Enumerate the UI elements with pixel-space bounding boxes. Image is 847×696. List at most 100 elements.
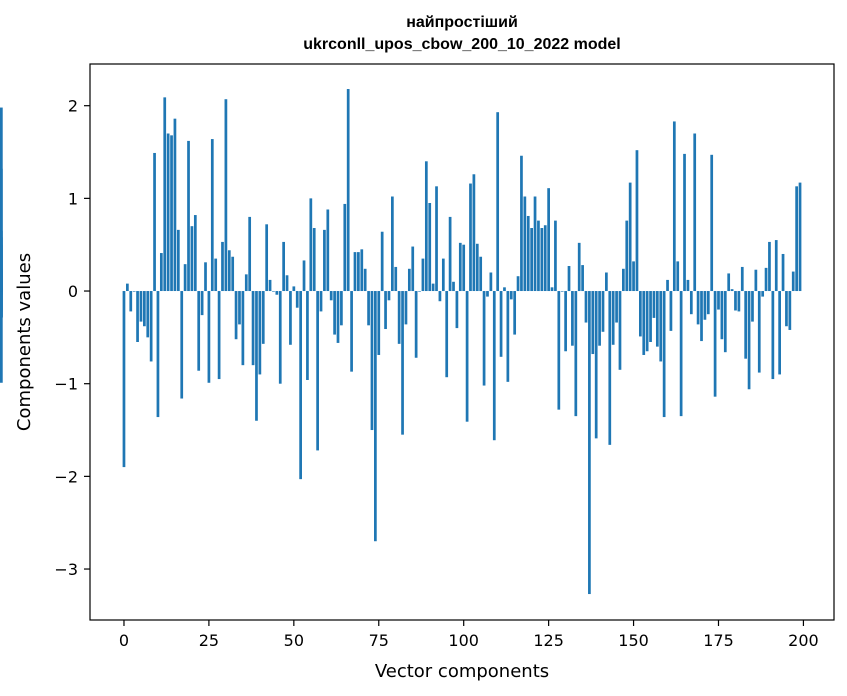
y-tick-label: 1 — [68, 189, 78, 208]
bar — [666, 279, 669, 292]
bar — [625, 220, 629, 292]
bar — [757, 291, 761, 373]
x-tick-label: 125 — [533, 631, 564, 650]
bar — [251, 291, 255, 366]
bar — [221, 241, 224, 292]
bar — [696, 291, 700, 325]
bar — [0, 291, 3, 383]
bar — [622, 268, 625, 292]
bar — [686, 279, 690, 292]
bar — [713, 291, 717, 397]
bar — [234, 291, 238, 340]
bar — [598, 291, 601, 346]
bar — [720, 291, 724, 340]
bar — [669, 291, 673, 331]
bar — [540, 228, 544, 292]
bar — [248, 216, 252, 292]
chart-title: найпростіший — [406, 14, 518, 31]
bar — [360, 249, 364, 292]
bar — [173, 118, 177, 292]
bar — [676, 261, 680, 292]
bar — [183, 264, 187, 292]
bar — [207, 291, 211, 383]
bar — [357, 252, 360, 292]
bar — [615, 291, 618, 323]
bar — [554, 220, 557, 292]
bar — [774, 240, 778, 292]
bar — [302, 260, 306, 292]
bar — [662, 291, 666, 418]
y-tick-label: 0 — [68, 282, 78, 301]
bar — [486, 291, 489, 297]
bar — [377, 291, 381, 355]
bar — [652, 291, 656, 318]
x-tick-label: 0 — [119, 631, 129, 650]
bar — [139, 291, 143, 322]
bar — [258, 291, 262, 375]
bar — [193, 215, 197, 292]
bar — [710, 154, 714, 292]
x-tick-label: 100 — [448, 631, 479, 650]
bar — [176, 229, 180, 292]
bar — [159, 253, 163, 292]
bar — [404, 291, 408, 325]
bar — [751, 291, 754, 322]
bar — [734, 291, 737, 311]
bar — [380, 231, 384, 292]
bar — [547, 188, 550, 292]
bar — [550, 287, 554, 292]
bar — [740, 266, 744, 292]
bar — [275, 291, 279, 295]
bar — [149, 291, 153, 362]
bar — [265, 224, 269, 292]
bar — [530, 228, 533, 292]
bar — [795, 186, 798, 292]
bar — [489, 272, 493, 292]
bar — [706, 291, 710, 315]
bar — [499, 291, 503, 357]
bar — [723, 291, 727, 353]
bar — [394, 266, 398, 292]
bar — [571, 291, 574, 346]
bar — [340, 291, 343, 326]
bar — [428, 203, 432, 292]
bar — [655, 291, 659, 347]
bar — [278, 291, 282, 384]
bar — [0, 291, 3, 318]
y-tick-label: −2 — [54, 467, 78, 486]
bar — [217, 291, 221, 380]
bar — [255, 291, 258, 421]
bar — [601, 291, 605, 332]
bar — [761, 291, 765, 297]
bar — [391, 196, 394, 292]
y-tick-label: −3 — [54, 560, 78, 579]
bar — [717, 291, 720, 310]
bar — [496, 112, 500, 292]
bar — [414, 291, 418, 358]
bar — [543, 225, 547, 292]
bar — [506, 291, 510, 382]
x-tick-label: 200 — [788, 631, 819, 650]
bar — [588, 291, 591, 595]
bar — [0, 107, 3, 292]
bar — [295, 291, 299, 308]
bar — [424, 161, 428, 292]
bar — [407, 268, 411, 292]
bar — [747, 291, 751, 390]
bar — [628, 182, 632, 292]
bar — [346, 89, 350, 292]
bar — [693, 133, 697, 292]
bar — [384, 291, 387, 330]
bar — [448, 216, 452, 292]
bar — [268, 279, 272, 292]
bar — [781, 253, 785, 292]
bar — [387, 291, 391, 301]
bar — [679, 291, 683, 417]
y-axis-ticks: −3 −2 −1 0 1 2 — [54, 97, 90, 579]
bar — [703, 291, 707, 320]
bar — [768, 241, 771, 292]
y-tick-label: −1 — [54, 375, 78, 394]
bar — [788, 291, 792, 330]
x-tick-label: 50 — [284, 631, 304, 650]
bar — [282, 241, 285, 292]
